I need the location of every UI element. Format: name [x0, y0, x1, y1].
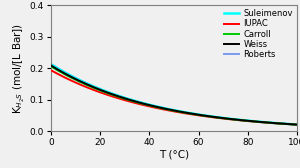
Carroll — [196, 114, 199, 116]
Roberts — [182, 111, 186, 113]
Roberts — [49, 63, 53, 65]
Carroll — [182, 112, 186, 114]
IUPAC — [251, 120, 254, 122]
Line: IUPAC: IUPAC — [51, 70, 297, 125]
Line: Carroll: Carroll — [51, 67, 297, 125]
Weiss — [167, 109, 171, 111]
Line: Weiss: Weiss — [51, 66, 297, 125]
Carroll — [166, 109, 169, 111]
Carroll — [295, 124, 299, 126]
IUPAC — [49, 69, 53, 71]
Roberts — [166, 108, 169, 110]
Suleimenov — [182, 111, 186, 113]
Carroll — [289, 123, 293, 125]
IUPAC — [167, 110, 171, 112]
Line: Suleimenov: Suleimenov — [51, 64, 297, 124]
Suleimenov — [49, 63, 53, 65]
Weiss — [289, 123, 293, 125]
Weiss — [166, 108, 169, 110]
Suleimenov — [289, 123, 293, 125]
IUPAC — [295, 124, 299, 126]
Weiss — [49, 65, 53, 67]
Suleimenov — [167, 108, 171, 110]
Carroll — [251, 120, 254, 122]
IUPAC — [166, 109, 169, 111]
Weiss — [295, 124, 299, 126]
Y-axis label: K$_{H_2S}$ (mol/[L Bar]): K$_{H_2S}$ (mol/[L Bar]) — [12, 23, 27, 114]
IUPAC — [289, 123, 293, 125]
Carroll — [49, 66, 53, 68]
Roberts — [295, 124, 299, 126]
Roberts — [196, 113, 199, 115]
IUPAC — [182, 112, 186, 114]
X-axis label: T (°C): T (°C) — [159, 150, 189, 160]
Carroll — [167, 109, 171, 111]
Roberts — [251, 120, 254, 122]
Suleimenov — [295, 123, 299, 125]
Suleimenov — [196, 113, 199, 115]
Suleimenov — [251, 120, 254, 122]
Roberts — [289, 123, 293, 125]
Suleimenov — [166, 108, 169, 110]
IUPAC — [196, 114, 199, 116]
Legend: Suleimenov, IUPAC, Carroll, Weiss, Roberts: Suleimenov, IUPAC, Carroll, Weiss, Rober… — [223, 8, 295, 61]
Weiss — [251, 120, 254, 122]
Line: Roberts: Roberts — [51, 64, 297, 125]
Weiss — [196, 114, 199, 116]
Weiss — [182, 111, 186, 113]
Roberts — [167, 108, 171, 110]
